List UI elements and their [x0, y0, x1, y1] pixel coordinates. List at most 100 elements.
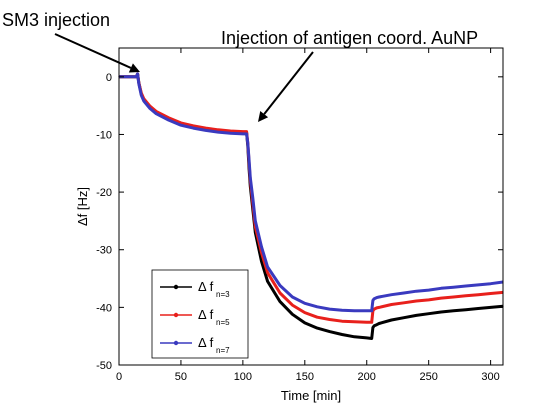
data-point: [490, 283, 492, 285]
data-point: [248, 159, 250, 161]
data-point: [329, 318, 331, 321]
data-point: [378, 322, 380, 325]
data-point: [316, 327, 318, 329]
annotation-arrowhead-sm3: [128, 63, 140, 73]
data-point: [291, 296, 293, 298]
data-point: [205, 129, 207, 131]
data-point: [279, 284, 281, 287]
data-point: [167, 119, 170, 121]
data-point: [246, 131, 248, 133]
annotation-sm3-injection: SM3 injection: [2, 10, 110, 30]
data-point: [155, 113, 157, 115]
data-point: [192, 125, 194, 127]
plot-frame: [118, 47, 504, 366]
data-point: [372, 299, 374, 301]
data-point: [490, 306, 492, 308]
data-point: [373, 325, 375, 327]
data-point: [372, 326, 374, 329]
data-point: [378, 296, 380, 298]
legend-marker: [173, 312, 179, 318]
data-point: [217, 131, 219, 133]
data-point: [291, 304, 293, 306]
y-tick-label: -40: [96, 302, 112, 314]
data-point: [140, 94, 142, 96]
data-point: [316, 316, 318, 318]
data-point: [428, 289, 430, 291]
legend-subscript: n=3: [216, 290, 230, 299]
data-point: [137, 73, 139, 75]
data-point: [440, 297, 442, 299]
legend-label: Δ f: [198, 307, 214, 322]
data-point: [477, 284, 479, 286]
annotation-arrowhead-antigen: [258, 111, 269, 122]
x-axis-title: Time [min]: [281, 388, 341, 403]
data-point: [267, 266, 269, 268]
legend-label: Δ f: [198, 279, 214, 294]
data-point: [143, 100, 145, 102]
x-tick-label: 50: [175, 371, 187, 383]
data-point: [373, 298, 375, 300]
data-point: [428, 313, 430, 315]
data-point: [373, 308, 375, 310]
data-point: [403, 317, 405, 319]
data-point: [138, 83, 140, 85]
data-point: [192, 127, 194, 129]
data-point: [242, 133, 244, 135]
data-point: [440, 287, 442, 289]
data-point: [390, 319, 393, 321]
data-point: [229, 132, 232, 134]
data-point: [353, 310, 355, 312]
data-point: [135, 76, 137, 78]
data-point: [366, 321, 368, 323]
data-point: [477, 307, 479, 310]
data-point: [267, 272, 269, 274]
x-tick-label: 200: [358, 371, 376, 383]
data-point: [376, 297, 378, 299]
data-point: [249, 177, 251, 179]
x-tick-label: 250: [419, 371, 437, 383]
annotation-arrow-sm3: [54, 33, 132, 69]
data-point: [452, 286, 455, 288]
series-line-n=5: [119, 72, 504, 324]
data-point: [341, 309, 343, 311]
data-point: [341, 320, 343, 322]
data-point: [390, 294, 393, 296]
data-point: [415, 290, 417, 292]
data-point: [267, 280, 269, 282]
data-point: [415, 300, 417, 302]
ticks-layer: 0 50 100 150 200 250 300 0 -10 -20 -30 -40 -50: [96, 48, 503, 383]
data-point: [180, 124, 182, 126]
data-point: [246, 133, 248, 135]
data-point: [291, 313, 293, 315]
x-tick-label: 150: [296, 371, 314, 383]
data-point: [390, 303, 393, 306]
data-point: [279, 301, 281, 303]
data-point: [279, 292, 281, 294]
data-point: [366, 337, 368, 339]
data-point: [229, 130, 232, 132]
annotation-arrow-antigen: [263, 51, 314, 115]
legend-subscript: n=7: [216, 346, 230, 355]
data-point: [376, 307, 378, 309]
data-point: [465, 309, 467, 311]
legend-label: Δ f: [198, 335, 214, 350]
data-point: [260, 260, 263, 262]
data-point: [254, 220, 256, 222]
data-point: [403, 302, 405, 304]
annotations: SM3 injection Injection of antigen coord…: [2, 10, 478, 122]
x-tick-label: 0: [116, 371, 122, 383]
series-layer: [118, 72, 504, 340]
data-point: [452, 310, 455, 312]
legend-marker: [173, 340, 179, 346]
data-point: [440, 311, 442, 313]
data-point: [242, 131, 244, 133]
x-tick-label: 300: [481, 371, 499, 383]
data-point: [428, 299, 430, 301]
data-point: [353, 336, 355, 338]
legend-marker: [173, 284, 179, 290]
data-point: [376, 324, 378, 326]
data-point: [490, 292, 492, 295]
y-tick-label: -20: [96, 187, 112, 199]
y-tick-label: -30: [96, 245, 112, 257]
